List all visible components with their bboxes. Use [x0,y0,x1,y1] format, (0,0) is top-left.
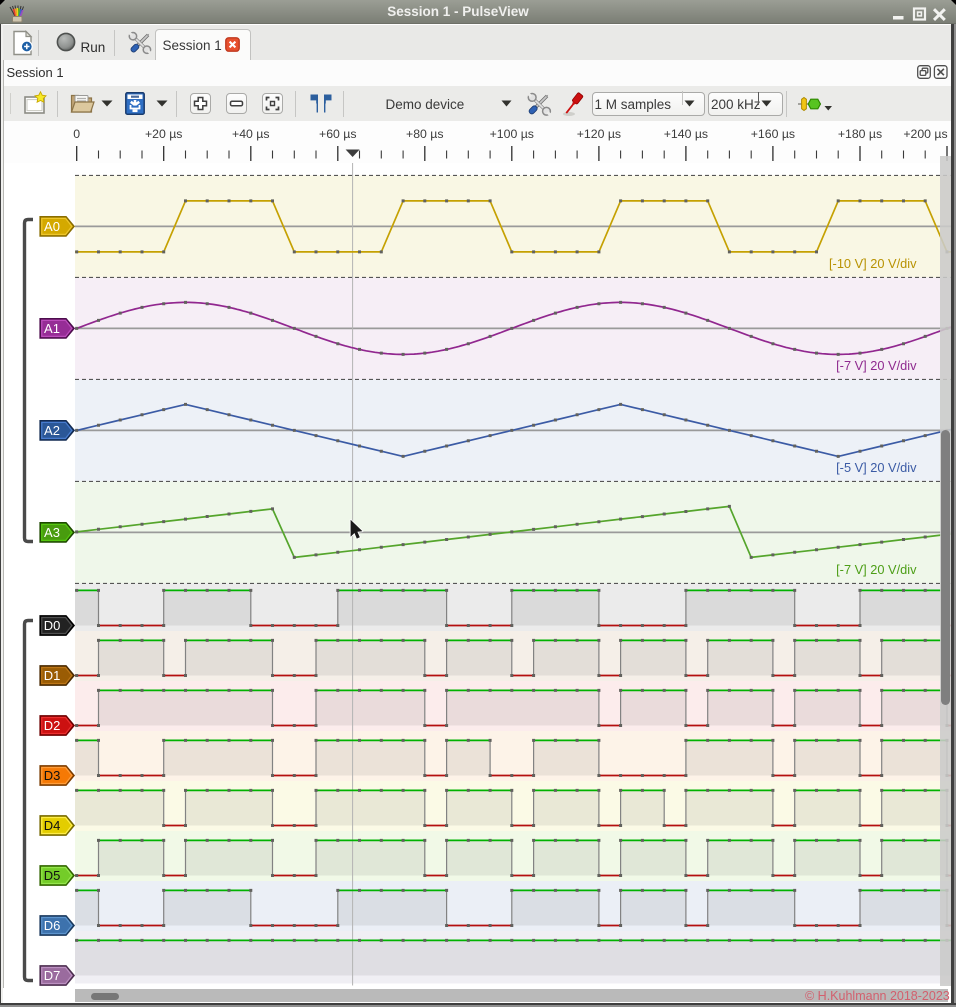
svg-text:[-7 V] 20 V/div: [-7 V] 20 V/div [836,358,917,373]
svg-text:+180 µs: +180 µs [838,127,882,141]
svg-text:D5: D5 [44,868,61,883]
svg-text:+60 µs: +60 µs [319,127,357,141]
svg-text:+120 µs: +120 µs [577,127,621,141]
svg-text:A1: A1 [44,321,60,336]
svg-text:D4: D4 [44,818,61,833]
svg-text:D6: D6 [44,918,61,933]
svg-text:+20 µs: +20 µs [145,127,183,141]
svg-text:A3: A3 [44,525,60,540]
svg-text:D0: D0 [44,618,61,633]
svg-text:D1: D1 [44,668,61,683]
svg-text:0: 0 [73,127,80,141]
svg-text:D7: D7 [44,968,61,983]
svg-text:+200 µs: +200 µs [903,127,947,141]
svg-text:+160 µs: +160 µs [751,127,795,141]
svg-text:D3: D3 [44,768,61,783]
svg-text:[-5 V] 20 V/div: [-5 V] 20 V/div [836,460,917,475]
svg-text:+80 µs: +80 µs [406,127,444,141]
svg-text:A2: A2 [44,423,60,438]
svg-text:[-7 V] 20 V/div: [-7 V] 20 V/div [836,562,917,577]
svg-text:D2: D2 [44,718,61,733]
svg-text:A0: A0 [44,219,60,234]
svg-text:+140 µs: +140 µs [664,127,708,141]
svg-text:+40 µs: +40 µs [232,127,270,141]
svg-text:[-10 V] 20 V/div: [-10 V] 20 V/div [829,256,917,271]
svg-text:+100 µs: +100 µs [490,127,534,141]
